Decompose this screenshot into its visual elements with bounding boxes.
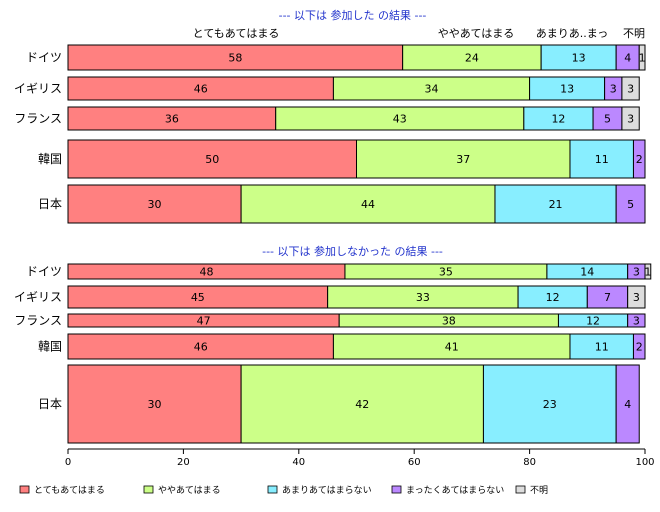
category-label: 日本 — [38, 397, 62, 411]
x-tick-label: 40 — [292, 457, 305, 468]
legend-swatch — [19, 485, 30, 494]
data-label: 46 — [194, 341, 208, 354]
bar-segment — [632, 333, 646, 360]
legend-swatch — [143, 485, 154, 494]
data-label: 5 — [627, 198, 634, 211]
data-label: 12 — [586, 315, 600, 328]
bar-segment — [240, 364, 484, 444]
category-label: イギリス — [14, 290, 62, 304]
category-label: 日本 — [38, 197, 62, 211]
legend-label: まったくあてはまらない — [406, 485, 504, 496]
bar-segment — [67, 139, 357, 179]
bar-segment — [632, 139, 646, 179]
data-label: 23 — [543, 398, 557, 411]
data-label: 11 — [595, 341, 609, 354]
bar-segment — [627, 285, 646, 309]
legend-label: 不明 — [530, 485, 548, 496]
data-label: 5 — [604, 113, 611, 126]
data-label: 30 — [148, 198, 162, 211]
data-label: 43 — [393, 113, 407, 126]
bar-segment — [615, 184, 646, 224]
bar-segment — [644, 263, 652, 280]
bar-segment — [356, 139, 571, 179]
bar-segment — [67, 333, 334, 360]
data-label: 47 — [197, 315, 211, 328]
data-label: 46 — [194, 83, 208, 96]
data-label: 7 — [604, 291, 611, 304]
bar-segment — [621, 106, 640, 131]
data-label: 3 — [610, 83, 617, 96]
bar-segment — [638, 44, 646, 71]
data-label: 37 — [456, 153, 470, 166]
data-label: 44 — [361, 198, 375, 211]
column-header: 不明 — [623, 27, 645, 40]
data-label: 48 — [199, 266, 213, 279]
category-label: ドイツ — [26, 51, 62, 65]
bar-segment — [569, 139, 634, 179]
data-label: 13 — [560, 83, 574, 96]
bar-segment — [67, 184, 242, 224]
data-label: 3 — [633, 291, 640, 304]
data-label: 11 — [595, 153, 609, 166]
category-label: フランス — [14, 314, 62, 328]
bar-segment — [402, 44, 542, 71]
data-label: 1 — [639, 52, 646, 65]
data-label: 3 — [627, 83, 634, 96]
data-label: 38 — [442, 315, 456, 328]
category-label: 韓国 — [38, 340, 62, 354]
data-label: 34 — [425, 83, 439, 96]
column-header: ややあてはまる — [438, 27, 515, 40]
data-label: 3 — [633, 315, 640, 328]
legend-label: あまりあてはまらない — [282, 485, 372, 496]
legend-swatch — [267, 485, 278, 494]
data-label: 50 — [205, 153, 219, 166]
legend-label: ややあてはまる — [158, 485, 221, 496]
data-label: 1 — [644, 266, 651, 279]
category-label: ドイツ — [26, 265, 62, 279]
x-tick-label: 100 — [635, 457, 654, 468]
category-label: 韓国 — [38, 152, 62, 166]
column-header: とてもあてはまる — [193, 27, 280, 40]
data-label: 2 — [636, 153, 643, 166]
bar-segment — [67, 44, 404, 71]
data-label: 42 — [355, 398, 369, 411]
data-label: 14 — [580, 266, 594, 279]
data-label: 12 — [551, 113, 565, 126]
data-label: 3 — [633, 266, 640, 279]
data-label: 35 — [439, 266, 453, 279]
bar-segment — [332, 333, 571, 360]
data-label: 36 — [165, 113, 179, 126]
bar-segment — [621, 76, 640, 101]
x-tick-label: 0 — [65, 457, 71, 468]
bar-segment — [615, 364, 640, 444]
data-label: 58 — [228, 52, 242, 65]
data-label: 45 — [191, 291, 205, 304]
category-label: フランス — [14, 112, 62, 126]
category-label: イギリス — [14, 82, 62, 96]
legend-swatch — [391, 485, 402, 494]
bar-segment — [540, 44, 617, 71]
data-label: 30 — [148, 398, 162, 411]
legend-label: とてもあてはまる — [34, 485, 105, 496]
panel-title: --- 以下は 参加しなかった の結果 --- — [262, 244, 443, 258]
panel-title: --- 以下は 参加した の結果 --- — [279, 8, 427, 22]
data-label: 21 — [549, 198, 563, 211]
x-tick-label: 60 — [408, 457, 421, 468]
data-label: 4 — [624, 398, 631, 411]
x-tick-label: 80 — [523, 457, 536, 468]
data-label: 24 — [465, 52, 479, 65]
data-label: 41 — [445, 341, 459, 354]
legend-swatch — [515, 485, 526, 494]
data-label: 13 — [572, 52, 586, 65]
data-label: 3 — [627, 113, 634, 126]
x-tick-label: 20 — [177, 457, 190, 468]
column-header: あまりあ..まっ — [536, 27, 609, 40]
bar-segment — [627, 313, 646, 328]
data-label: 12 — [546, 291, 560, 304]
data-label: 33 — [416, 291, 430, 304]
data-label: 4 — [624, 52, 631, 65]
data-label: 2 — [636, 341, 643, 354]
